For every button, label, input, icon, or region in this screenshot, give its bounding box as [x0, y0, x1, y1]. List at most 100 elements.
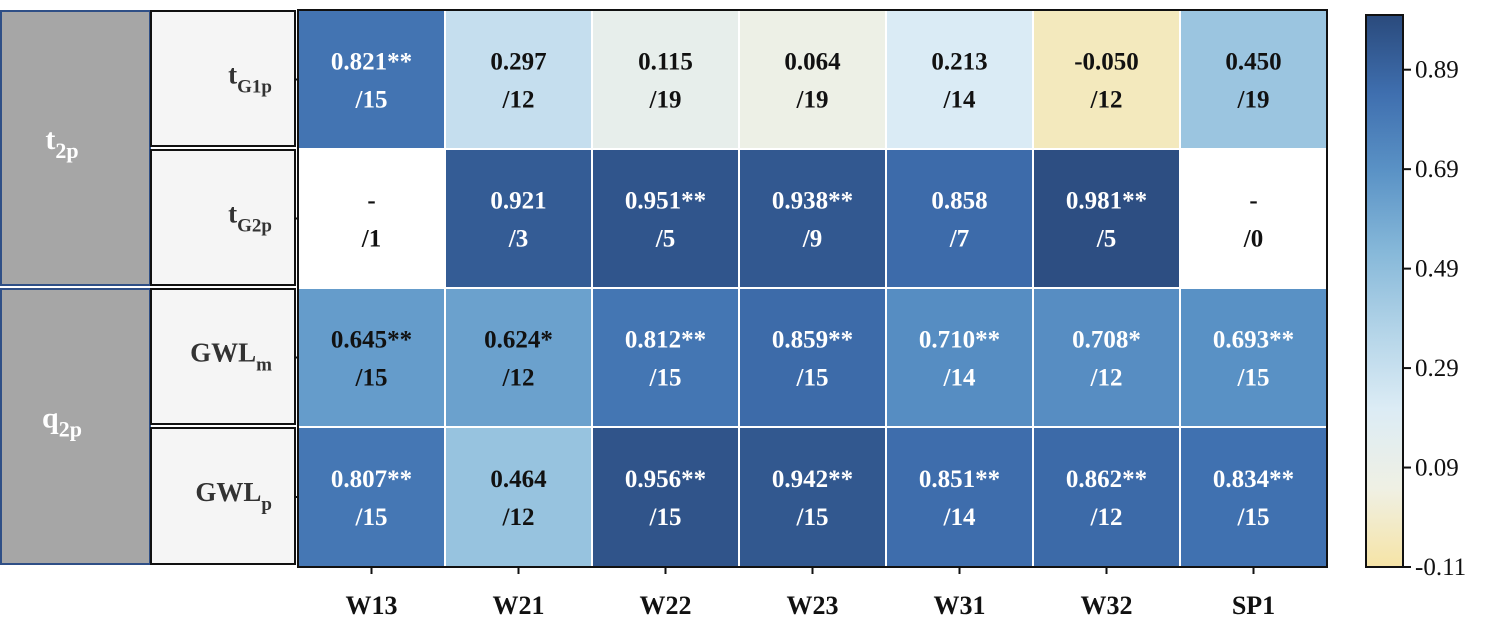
- cell-count-label: /5: [655, 226, 675, 253]
- cell-count-label: /15: [649, 365, 682, 392]
- cell-count-label: /14: [943, 87, 976, 114]
- cell-rect: [444, 9, 593, 150]
- cell-rect: [1179, 287, 1328, 428]
- cell-value-label: 0.921: [490, 188, 546, 215]
- cell-value-label: 0.450: [1225, 49, 1281, 76]
- cell-value-label: -: [1249, 188, 1257, 215]
- heatmap-cell: 0.951** /5: [591, 148, 740, 289]
- heatmap-cell: 0.213/14: [885, 9, 1034, 150]
- colorbar: 0.89 0.69 0.49 0.29 0.09 -0.11: [1365, 14, 1466, 581]
- colorbar-tick-label: 0.09: [1415, 455, 1459, 482]
- cell-count-label: /12: [1090, 365, 1123, 392]
- x-tick-label: W23: [787, 591, 839, 620]
- row-label-box: [150, 288, 296, 425]
- cell-value-label: 0.862**: [1066, 466, 1147, 493]
- cell-rect: [1179, 9, 1328, 150]
- cell-rect: [297, 287, 446, 428]
- heatmap-cell: 0.807** /15: [297, 426, 446, 568]
- cell-value-label: 0.942**: [772, 466, 853, 493]
- cell-value-label: 0.956**: [625, 466, 706, 493]
- cell-value-label: 0.938**: [772, 188, 853, 215]
- heatmap-cell: 0.450/19: [1179, 9, 1328, 150]
- cell-rect: [738, 287, 887, 428]
- x-tick-label: W22: [640, 591, 692, 620]
- cell-count-label: /12: [502, 365, 535, 392]
- cell-count-label: /15: [796, 365, 829, 392]
- cell-rect: [885, 9, 1034, 150]
- cell-value-label: -0.050: [1074, 49, 1139, 76]
- cell-rect: [1032, 9, 1181, 150]
- heatmap-cell: 0.624* /12: [444, 287, 593, 428]
- heatmap-cell: 0.115/19: [591, 9, 740, 150]
- group-label-box: [0, 10, 151, 286]
- cell-rect: [297, 9, 446, 150]
- cell-rect: [738, 9, 887, 150]
- cell-count-label: /14: [943, 504, 976, 531]
- heatmap-cell: 0.859** /15: [738, 287, 887, 428]
- cell-rect: [444, 426, 593, 568]
- cell-value-label: 0.851**: [919, 466, 1000, 493]
- colorbar-tick-label: -0.11: [1415, 554, 1466, 581]
- colorbar-tick-label: 0.49: [1415, 256, 1459, 283]
- heatmap-cell: 0.297/12: [444, 9, 593, 150]
- heatmap-cell: 0.693** /15: [1179, 287, 1328, 428]
- colorbar-tick-label: 0.69: [1415, 156, 1459, 183]
- cell-count-label: /12: [502, 87, 535, 114]
- x-tick-label: W31: [934, 591, 986, 620]
- cell-rect: [1179, 148, 1328, 289]
- cell-value-label: 0.812**: [625, 327, 706, 354]
- cell-value-label: 0.821**: [331, 49, 412, 76]
- cell-rect: [1032, 426, 1181, 568]
- colorbar-gradient: [1365, 14, 1404, 568]
- cell-rect: [738, 426, 887, 568]
- cell-count-label: /19: [796, 87, 829, 114]
- group-label-box: [0, 288, 151, 565]
- cell-value-label: 0.951**: [625, 188, 706, 215]
- colorbar-tick-label: 0.89: [1415, 57, 1459, 84]
- heatmap-cell: - /1: [297, 148, 446, 289]
- cell-count-label: /15: [1237, 365, 1270, 392]
- cell-count-label: /1: [361, 226, 381, 253]
- cell-count-label: /15: [796, 504, 829, 531]
- cell-count-label: /12: [1090, 504, 1123, 531]
- cell-value-label: 0.858: [931, 188, 987, 215]
- cell-value-label: 0.708*: [1072, 327, 1141, 354]
- heatmap-cell: 0.956** /15: [591, 426, 740, 568]
- cell-value-label: 0.464: [490, 466, 547, 493]
- cell-count-label: /9: [802, 226, 822, 253]
- cell-rect: [885, 148, 1034, 289]
- heatmap-cell: 0.645** /15: [297, 287, 446, 428]
- cell-rect: [738, 148, 887, 289]
- cell-count-label: /15: [355, 87, 388, 114]
- heatmap-cell: -0.050/12: [1032, 9, 1181, 150]
- heatmap-cell: 0.851** /14: [885, 426, 1034, 568]
- cell-value-label: 0.859**: [772, 327, 853, 354]
- heatmap-cell: 0.064/19: [738, 9, 887, 150]
- cell-rect: [1032, 287, 1181, 428]
- cell-rect: [1179, 426, 1328, 568]
- cell-rect: [297, 426, 446, 568]
- cell-count-label: /0: [1243, 226, 1263, 253]
- cell-count-label: /5: [1096, 226, 1116, 253]
- cell-value-label: 0.834**: [1213, 466, 1294, 493]
- cell-rect: [885, 287, 1034, 428]
- row-label-box: [150, 149, 296, 286]
- cell-rect: [297, 148, 446, 289]
- x-tick-label: W32: [1081, 591, 1133, 620]
- cell-value-label: 0.645**: [331, 327, 412, 354]
- heatmap-cell: 0.938** /9: [738, 148, 887, 289]
- cell-count-label: /12: [502, 504, 535, 531]
- row-label-box: [150, 427, 296, 565]
- cell-value-label: 0.624*: [484, 327, 553, 354]
- cell-rect: [444, 148, 593, 289]
- cell-count-label: /3: [508, 226, 528, 253]
- cell-count-label: /15: [355, 365, 388, 392]
- heatmap-cell: - /0: [1179, 148, 1328, 289]
- cell-count-label: /15: [1237, 504, 1270, 531]
- cell-value-label: 0.693**: [1213, 327, 1294, 354]
- cell-rect: [591, 148, 740, 289]
- heatmap-cell: 0.821** /15: [297, 9, 446, 150]
